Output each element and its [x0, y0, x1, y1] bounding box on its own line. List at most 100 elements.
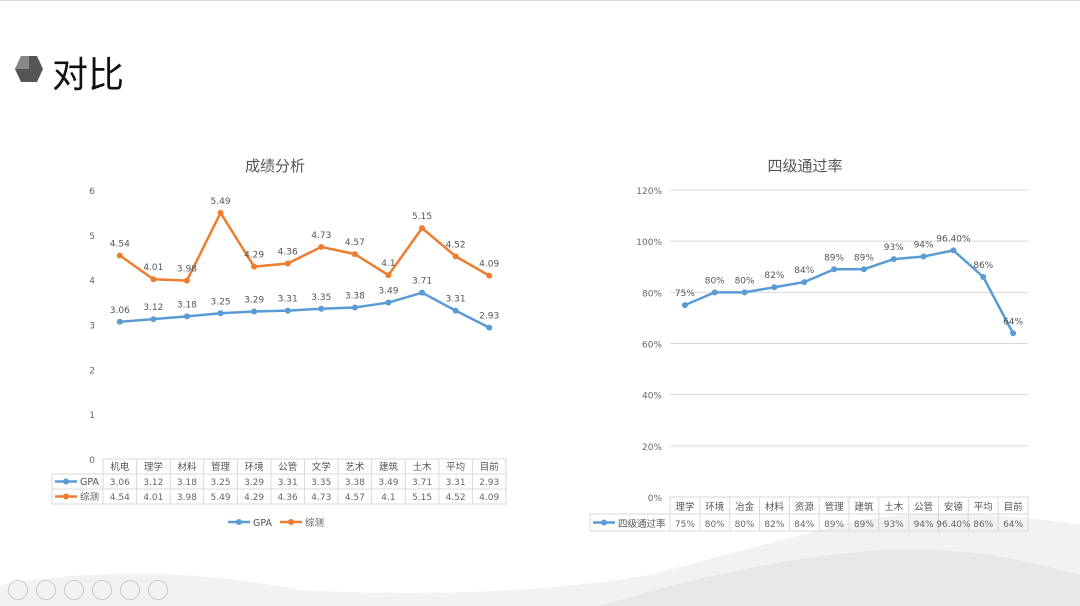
data-label: 4.01 — [143, 263, 163, 273]
data-point — [486, 324, 493, 331]
prev-icon[interactable] — [8, 580, 28, 600]
table-cell: 89% — [854, 520, 874, 530]
y-tick-label: 4 — [89, 277, 95, 287]
data-label: 5.15 — [412, 212, 432, 222]
category-label: 冶金 — [735, 501, 755, 513]
data-point — [150, 316, 157, 323]
table-cell: 86% — [973, 520, 993, 530]
data-point — [950, 247, 957, 254]
more-icon[interactable] — [148, 580, 168, 600]
chart-title: 四级通过率 — [767, 157, 842, 175]
data-label: 4.29 — [244, 251, 264, 261]
data-label: 64% — [1003, 317, 1023, 327]
table-cell: 96.40% — [936, 520, 971, 530]
data-point — [284, 260, 291, 267]
table-cell: 64% — [1003, 520, 1023, 530]
data-label: 3.25 — [211, 297, 231, 307]
category-label: 建筑 — [854, 501, 874, 513]
data-point — [385, 299, 392, 306]
category-label: 目前 — [1004, 501, 1023, 513]
data-point — [890, 256, 897, 263]
y-tick-label: 2 — [89, 366, 95, 376]
data-label: 86% — [973, 261, 993, 271]
data-label: 89% — [824, 253, 844, 263]
table-cell: 3.18 — [177, 478, 197, 488]
y-tick-label: 6 — [89, 187, 95, 197]
legend-key-marker — [63, 478, 69, 485]
data-point — [419, 225, 426, 232]
data-label: 75% — [675, 289, 695, 299]
pen-icon[interactable] — [64, 580, 84, 600]
legend-key-marker — [601, 519, 607, 526]
data-point — [452, 253, 459, 260]
category-label: 土木 — [413, 461, 433, 473]
data-label: 4.36 — [278, 248, 298, 258]
category-label: 理学 — [675, 501, 694, 513]
data-point — [771, 284, 778, 291]
legend-marker — [236, 519, 242, 525]
table-cell: 3.38 — [345, 478, 365, 488]
category-label: 环境 — [245, 461, 265, 473]
hexagon-bullet-icon — [15, 56, 43, 82]
category-label: 土木 — [884, 501, 904, 513]
table-cell: 3.29 — [244, 478, 264, 488]
series-line — [119, 291, 490, 329]
y-tick-label: 80% — [642, 289, 662, 299]
category-label: 公管 — [278, 461, 297, 473]
slideshow-nav — [8, 580, 168, 600]
data-point — [318, 243, 325, 250]
category-label: 建筑 — [379, 461, 399, 473]
category-label: 艺术 — [345, 461, 365, 473]
series-name: 四级通过率 — [618, 518, 666, 530]
data-label: 4.52 — [446, 240, 466, 250]
data-point — [419, 289, 426, 296]
category-label: 平均 — [974, 501, 993, 513]
category-label: 资源 — [795, 502, 815, 513]
series-name: 综测 — [80, 491, 99, 503]
table-cell: 94% — [914, 520, 934, 530]
table-cell: 4.01 — [143, 493, 163, 503]
data-point — [801, 279, 808, 286]
data-label: 3.31 — [446, 295, 466, 305]
data-point — [116, 252, 123, 259]
table-cell: 4.54 — [110, 493, 130, 503]
legend-label: 综测 — [305, 517, 324, 529]
category-label: 材料 — [177, 461, 197, 473]
category-label: 材料 — [765, 501, 785, 513]
y-tick-label: 3 — [89, 322, 95, 332]
category-label: 管理 — [825, 501, 845, 513]
y-tick-label: 40% — [642, 392, 662, 402]
table-cell: 3.49 — [378, 478, 398, 488]
data-label: 4.57 — [345, 238, 365, 248]
y-tick-label: 0 — [89, 456, 95, 466]
data-label: 84% — [794, 266, 814, 276]
data-point — [116, 318, 123, 325]
slides-icon[interactable] — [92, 580, 112, 600]
data-label: 2.93 — [479, 312, 499, 322]
data-label: 89% — [854, 253, 874, 263]
legend-label: GPA — [253, 518, 272, 529]
series-line — [119, 210, 490, 282]
data-label: 93% — [884, 243, 904, 253]
data-label: 3.98 — [177, 265, 197, 275]
next-icon[interactable] — [36, 580, 56, 600]
data-label: 94% — [914, 241, 934, 251]
table-cell: 3.31 — [446, 478, 466, 488]
data-point — [318, 305, 325, 312]
data-point — [183, 313, 190, 320]
y-tick-label: 20% — [642, 443, 662, 453]
data-label: 3.29 — [244, 295, 264, 305]
legend-marker — [288, 519, 294, 525]
data-point — [385, 272, 392, 279]
data-label: 80% — [705, 276, 725, 286]
zoom-icon[interactable] — [120, 580, 140, 600]
category-label: 安德 — [944, 501, 964, 513]
category-label: 管理 — [211, 461, 231, 473]
data-point — [150, 276, 157, 283]
data-point — [860, 266, 867, 273]
data-label: 3.71 — [412, 277, 432, 287]
data-label: 4.73 — [311, 231, 331, 241]
data-point — [831, 266, 838, 273]
